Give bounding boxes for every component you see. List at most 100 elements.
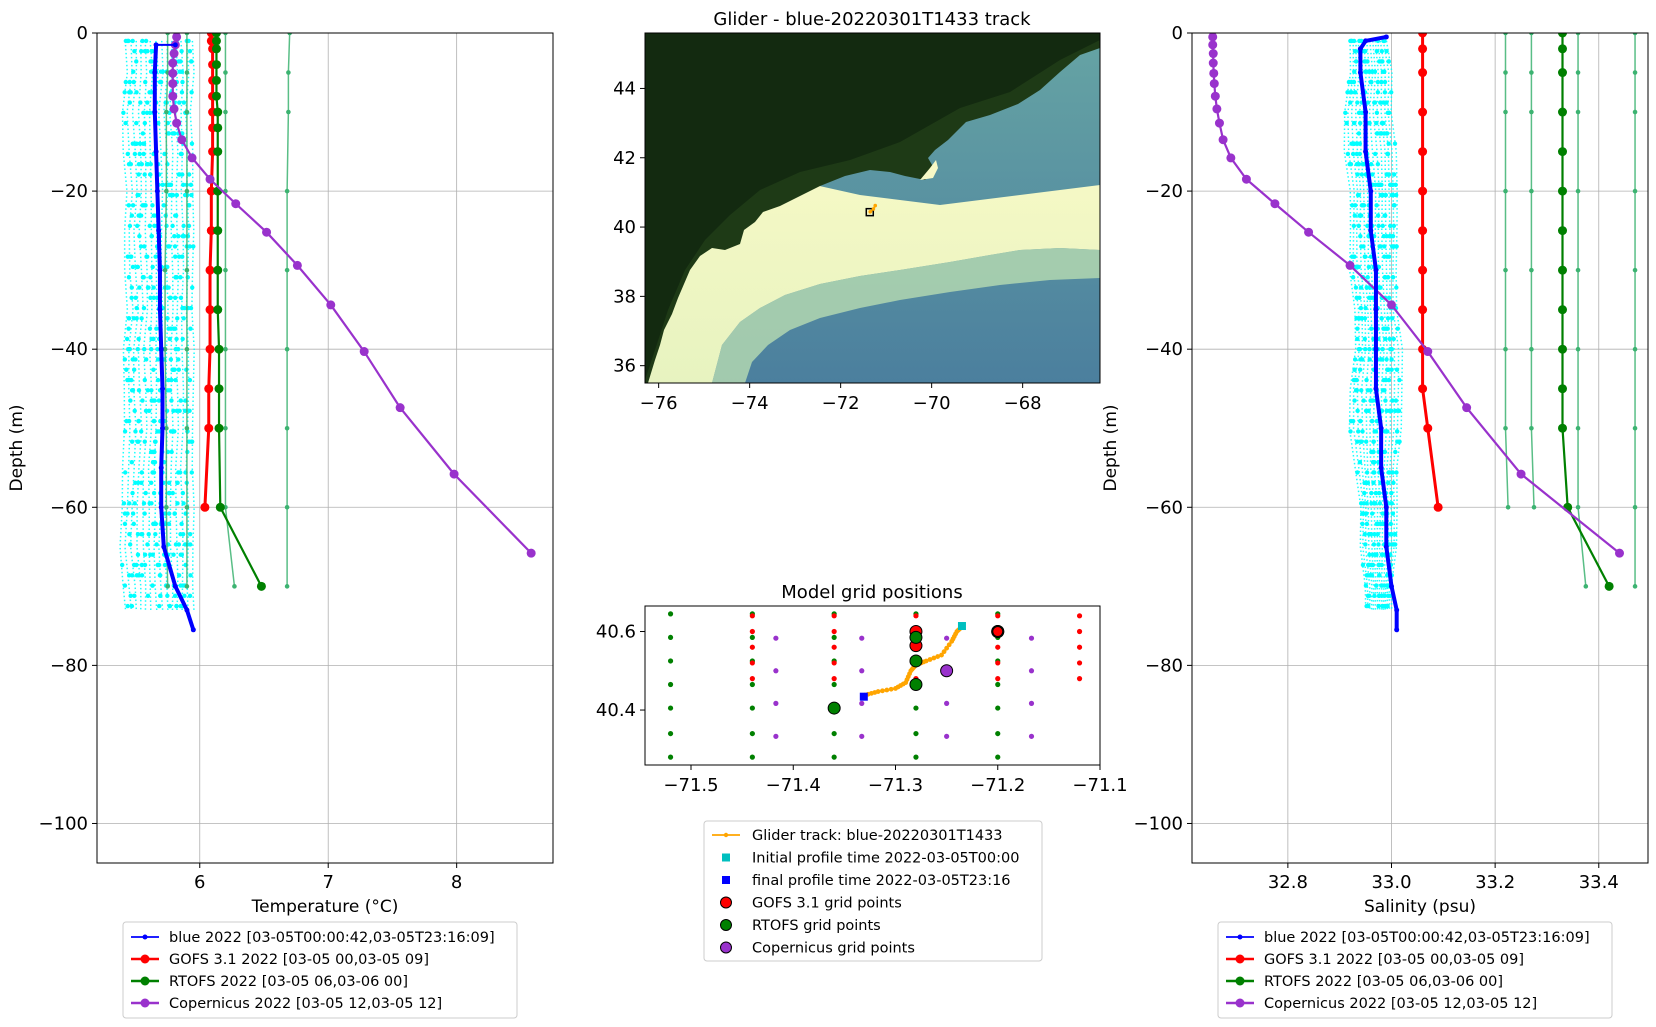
glider-profile-point — [1379, 562, 1384, 568]
rtofs-neighbor-point — [232, 584, 237, 589]
legend-marker — [140, 954, 150, 964]
rtofs-neighbor-point — [1503, 33, 1508, 36]
glider-profile-point — [1362, 316, 1368, 321]
map-x-tick-label: −70 — [913, 393, 951, 414]
gofs-grid-point — [913, 613, 919, 619]
glider-profile-point — [1389, 90, 1394, 95]
glider-profile-point — [168, 357, 174, 362]
glider-profile-point — [147, 90, 152, 95]
glider-profile-point — [1393, 408, 1398, 414]
rtofs-point — [1558, 305, 1567, 315]
glider-profile-line — [179, 40, 185, 611]
map-x-tick-label: −74 — [731, 393, 769, 414]
glider-profile-point — [1386, 110, 1392, 116]
glider-profile-point — [175, 501, 180, 506]
glider-profile-point — [1358, 418, 1363, 424]
glider-profile-point — [144, 254, 149, 259]
glider-profile-point — [1366, 295, 1372, 301]
glider-profile-point — [186, 223, 192, 229]
glider-mean-point — [1373, 307, 1379, 313]
glider-profile-point — [1386, 59, 1391, 64]
grid-legend-marker — [722, 876, 730, 884]
glider-profile-point — [1348, 100, 1353, 105]
copernicus-grid-point — [773, 733, 779, 739]
glider-profile-point — [1357, 460, 1363, 465]
glider-profile-point — [136, 172, 141, 177]
rtofs-grid-point — [831, 634, 837, 641]
final-profile-marker — [859, 692, 868, 701]
glider-profile-point — [179, 48, 184, 54]
glider-profile-point — [138, 244, 144, 249]
glider-profile-point — [1355, 408, 1360, 414]
copernicus-grid-point — [1028, 668, 1035, 674]
glider-profile-point — [1385, 603, 1390, 609]
glider-profile-point — [1379, 583, 1384, 588]
rtofs-point — [1558, 44, 1567, 54]
y-tick-label: −40 — [1145, 339, 1183, 360]
y-tick-label: −80 — [50, 655, 88, 676]
glider-profile-point — [166, 326, 171, 331]
glider-profile-point — [1347, 162, 1352, 167]
glider-profile-point — [132, 151, 138, 157]
glider-profile-point — [150, 203, 155, 208]
glider-profile-point — [1386, 295, 1392, 301]
copernicus-grid-point — [859, 700, 865, 706]
legend-label: blue 2022 [03-05T00:00:42,03-05T23:16:09… — [1264, 930, 1590, 946]
glider-profile-point — [190, 285, 195, 290]
gofs-point — [206, 186, 216, 196]
grid-glider-track-point — [875, 689, 881, 694]
rtofs-neighbor-point — [1503, 346, 1508, 352]
glider-profile-point — [1379, 48, 1385, 54]
glider-profile-point — [1367, 357, 1372, 362]
temperature-grid — [97, 32, 553, 863]
copernicus-line — [171, 36, 532, 554]
rtofs-neighbor-point — [1632, 346, 1638, 352]
glider-profile-point — [178, 552, 183, 557]
glider-mean-point — [172, 583, 178, 589]
glider-mean-point — [161, 544, 167, 550]
copernicus-point — [168, 79, 178, 89]
glider-profile-point — [128, 398, 133, 403]
glider-profile-point — [180, 490, 186, 496]
salinity-series — [1208, 33, 1638, 633]
rtofs-neighbor-line — [1530, 33, 1535, 508]
glider-profile-point — [1380, 346, 1385, 352]
rtofs-grid-point — [749, 754, 755, 760]
glider-profile-point — [1362, 254, 1368, 259]
glider-profile-point — [1364, 285, 1369, 290]
glider-profile-point — [178, 295, 184, 301]
grid-glider-track-point — [884, 687, 890, 693]
glider-profile-point — [1381, 233, 1387, 239]
glider-profile-point — [1378, 100, 1383, 105]
glider-profile-point — [1379, 131, 1384, 136]
glider-profile-point — [123, 470, 128, 475]
grid-x-tick-label: −71.2 — [970, 775, 1025, 796]
glider-profile-point — [172, 244, 178, 249]
glider-profile-point — [155, 562, 160, 568]
glider-profile-point — [171, 326, 176, 331]
x-tick-label: 33.2 — [1475, 872, 1515, 893]
copernicus-grid-point — [944, 733, 950, 739]
rtofs-neighbor-point — [223, 70, 228, 75]
glider-profile-point — [139, 316, 144, 321]
glider-profile-point — [131, 79, 136, 85]
rtofs-point — [215, 502, 225, 512]
gofs-point — [1418, 226, 1428, 236]
rtofs-neighbor-point — [284, 425, 290, 431]
glider-profile-point — [1368, 162, 1374, 167]
rtofs-grid-point — [995, 705, 1001, 711]
glider-profile-point — [157, 79, 163, 85]
glider-profile-point — [1391, 203, 1397, 208]
glider-profile-point — [1381, 326, 1386, 331]
glider-profile-point — [1349, 79, 1354, 85]
glider-profile-point — [134, 120, 139, 126]
copernicus-point — [187, 153, 197, 163]
glider-profile-point — [188, 182, 194, 187]
glider-profile-point — [145, 388, 151, 393]
rtofs-point — [213, 147, 223, 157]
grid-ticks: −71.5 −71.4 −71.3 −71.2 −71.1 40.4 40.6 — [596, 622, 1128, 796]
glider-profile-point — [187, 593, 193, 599]
rtofs-neighbor-point — [1575, 33, 1581, 36]
glider-profile-point — [136, 439, 141, 444]
glider-profile-point — [145, 100, 150, 105]
